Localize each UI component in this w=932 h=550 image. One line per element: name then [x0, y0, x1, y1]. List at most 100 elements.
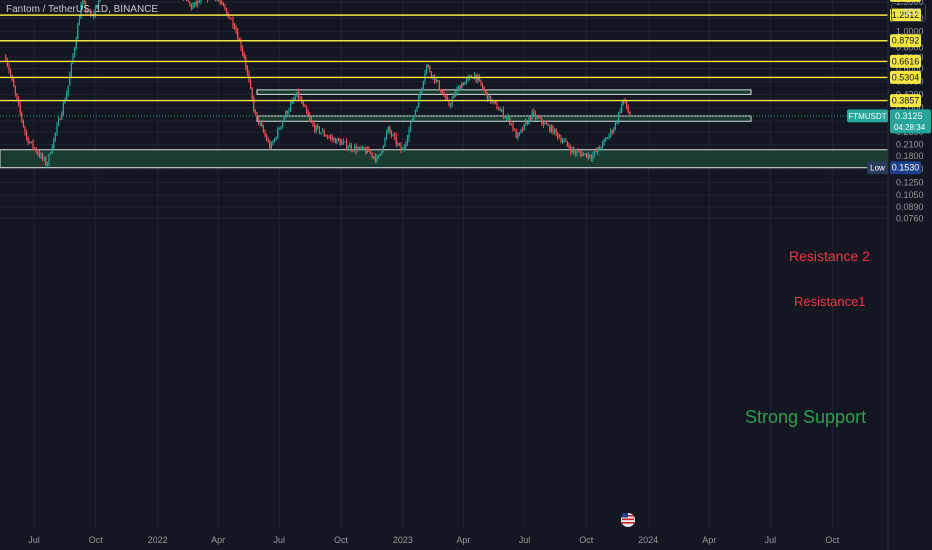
candle-body — [425, 64, 428, 74]
time-tick-label: Apr — [702, 535, 716, 545]
price-badges: 1.64141.25120.87920.66160.53040.3857FTMU… — [847, 0, 931, 175]
candle-body — [357, 148, 359, 152]
candle-body — [363, 147, 365, 150]
candle-body — [389, 126, 391, 132]
candle-body — [195, 2, 197, 5]
candle-body — [469, 76, 471, 78]
candle-body — [512, 123, 514, 130]
candle-body — [91, 15, 93, 17]
candle-body — [385, 132, 388, 138]
candle-body — [529, 117, 532, 119]
candle-body — [333, 138, 335, 140]
price-tick-label: 0.1050 — [896, 190, 924, 200]
candle-body — [286, 111, 288, 114]
candle-body — [29, 142, 31, 144]
candle-body — [296, 91, 298, 98]
candle-body — [566, 141, 568, 146]
price-tick-label: 0.1800 — [896, 151, 924, 161]
candle-body — [326, 136, 328, 138]
candle-body — [291, 100, 293, 104]
low-badge — [890, 161, 921, 175]
candle-body — [582, 153, 584, 156]
candle-body — [589, 154, 591, 158]
candle-body — [323, 131, 325, 136]
candle-body — [545, 123, 548, 125]
candle-body — [598, 147, 600, 149]
candle-series — [5, 0, 631, 168]
candle-body — [374, 156, 376, 161]
candle-body — [345, 141, 348, 149]
low-tag — [867, 161, 888, 175]
candle-body — [318, 126, 320, 133]
candle-body — [608, 134, 610, 139]
candle-body — [48, 153, 50, 164]
candle-body — [565, 140, 567, 142]
candle-body — [597, 147, 599, 152]
candle-body — [278, 128, 280, 130]
candle-body — [14, 86, 16, 94]
candle-body — [22, 120, 24, 127]
candle-body — [27, 137, 29, 144]
candle-body — [518, 132, 520, 135]
current-price-badge — [890, 109, 931, 134]
candle-body — [579, 151, 581, 154]
candle-body — [497, 109, 500, 111]
candle-body — [528, 117, 530, 124]
candle-body — [83, 0, 85, 3]
candle-body — [373, 156, 375, 158]
time-tick-label: Oct — [89, 535, 104, 545]
candle-body — [627, 107, 629, 112]
candle-body — [344, 141, 346, 143]
candle-body — [614, 122, 616, 130]
candle-body — [395, 136, 397, 144]
candle-body — [305, 107, 308, 112]
candle-body — [49, 153, 52, 155]
candle-body — [73, 47, 76, 56]
candle-body — [222, 2, 224, 7]
candle-body — [493, 100, 495, 102]
candle-body — [560, 137, 562, 142]
currency-unit-button[interactable]: USDT — [891, 3, 926, 22]
candle-body — [283, 117, 285, 122]
candle-body — [88, 11, 90, 13]
candle-body — [464, 81, 466, 86]
candle-body — [422, 81, 424, 88]
time-tick-label: Oct — [825, 535, 840, 545]
price-tick-label: 0.6000 — [896, 63, 924, 73]
candle-body — [397, 143, 399, 145]
candle-body — [198, 0, 200, 2]
candle-body — [421, 87, 423, 94]
candle-body — [453, 94, 455, 99]
candle-body — [435, 80, 437, 82]
candle-body — [33, 147, 36, 149]
candle-body — [376, 156, 378, 161]
candle-body — [361, 147, 364, 149]
candle-body — [40, 154, 42, 157]
candle-body — [553, 128, 556, 134]
candle-body — [454, 94, 456, 96]
candle-body — [504, 116, 506, 118]
candle-body — [61, 113, 63, 120]
flag-icon[interactable] — [621, 513, 635, 527]
candle-body — [587, 154, 589, 158]
candle-body — [35, 148, 37, 153]
candle-body — [285, 111, 287, 118]
candle-body — [414, 110, 416, 116]
candle-body — [233, 25, 236, 29]
candle-body — [377, 156, 380, 158]
candle-body — [437, 80, 439, 82]
candle-body — [379, 153, 381, 157]
candle-body — [563, 140, 565, 142]
candle-body — [462, 83, 464, 86]
candle-body — [230, 18, 232, 20]
candle-body — [267, 140, 269, 142]
price-tick-label: 0.1250 — [896, 177, 924, 187]
candle-body — [245, 58, 247, 67]
candle-body — [550, 126, 552, 132]
candle-body — [521, 129, 524, 131]
candle-body — [80, 5, 82, 19]
candle-body — [515, 129, 517, 138]
candle-body — [381, 151, 383, 154]
candle-body — [593, 151, 596, 155]
